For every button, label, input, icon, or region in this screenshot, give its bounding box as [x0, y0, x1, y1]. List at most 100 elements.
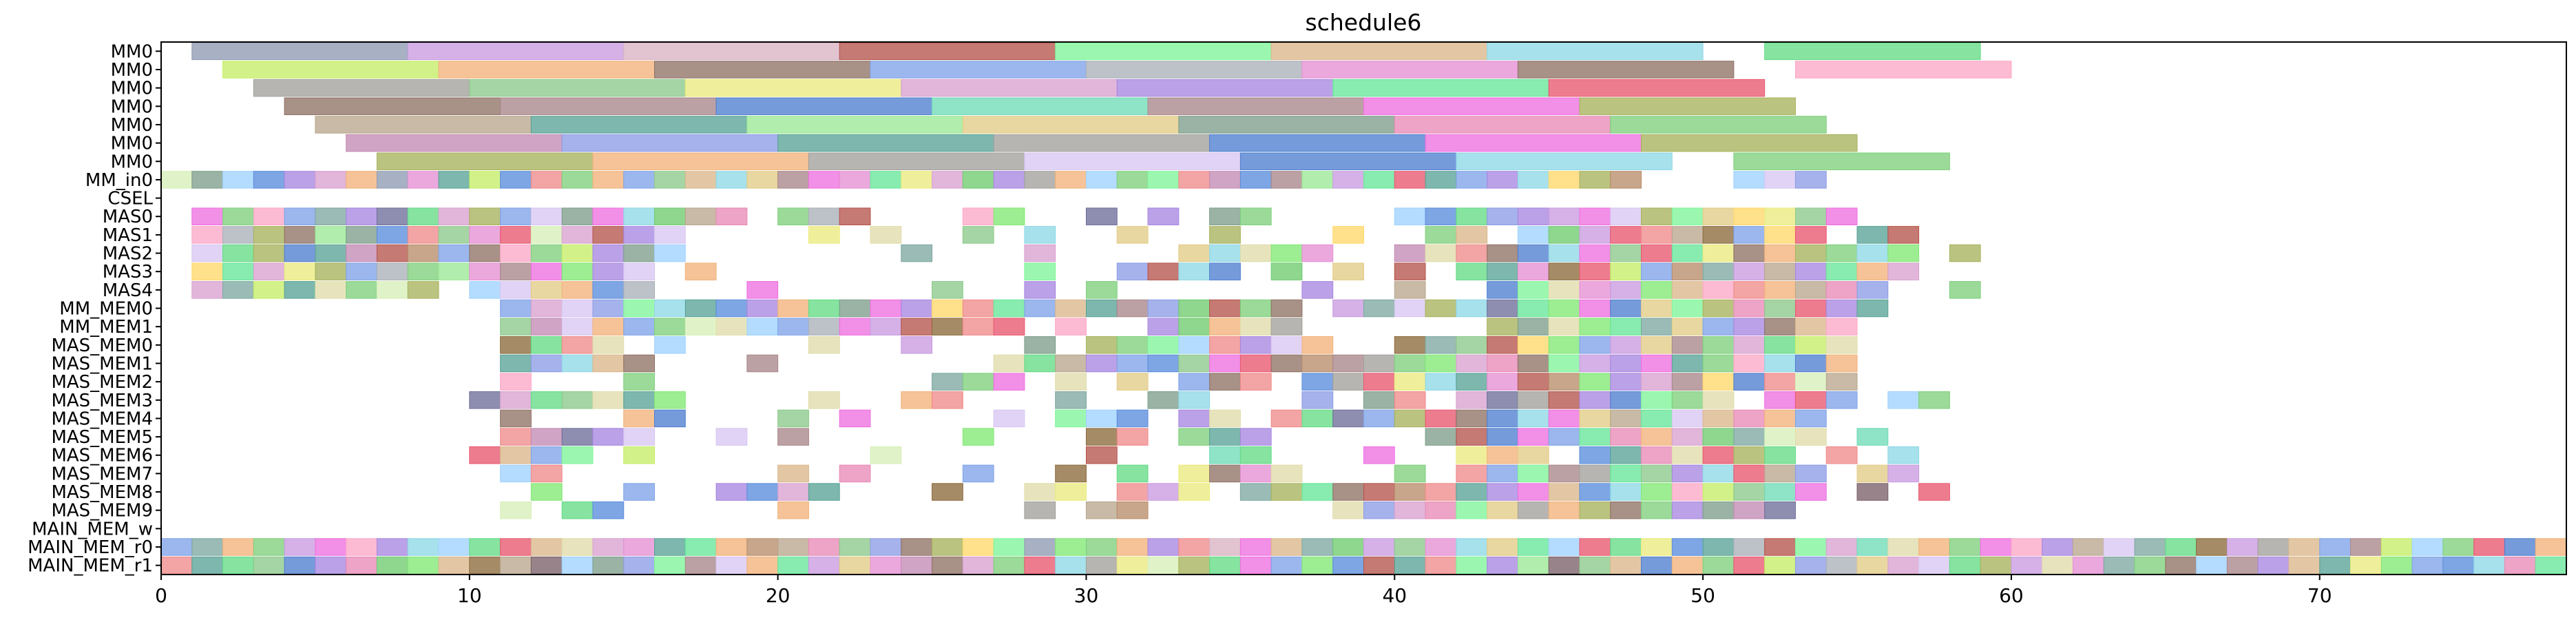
task-bar — [1456, 464, 1488, 483]
task-bar — [1610, 501, 1642, 519]
task-bar — [1209, 244, 1241, 262]
x-tick-label: 30 — [1074, 584, 1099, 607]
task-bar — [715, 538, 748, 556]
task-bar — [1270, 336, 1303, 354]
task-bar — [1394, 281, 1426, 299]
task-bar — [1702, 354, 1735, 373]
task-bar — [1579, 483, 1611, 501]
task-bar — [222, 556, 254, 575]
task-bar — [1641, 409, 1673, 428]
task-bar — [901, 538, 933, 556]
task-bar — [870, 299, 902, 318]
task-bar — [284, 226, 316, 244]
task-bar — [2257, 556, 2290, 575]
task-bar — [222, 226, 254, 244]
task-bar — [684, 299, 717, 318]
task-bar — [1456, 556, 1488, 575]
task-bar — [1641, 207, 1673, 225]
task-bar — [2411, 556, 2444, 575]
task-bar — [1363, 171, 1395, 189]
task-bar — [870, 556, 902, 575]
task-bar — [1856, 538, 1889, 556]
task-bar — [715, 299, 748, 318]
task-bar — [500, 299, 532, 318]
task-bar — [346, 134, 563, 152]
task-bar — [1671, 428, 1704, 446]
task-bar — [1517, 354, 1549, 373]
task-bar — [1794, 281, 1827, 299]
task-bar — [1301, 483, 1334, 501]
task-bar — [1517, 556, 1549, 575]
task-bar — [932, 391, 963, 409]
task-bar — [1733, 446, 1766, 464]
task-bar — [1579, 262, 1611, 280]
task-bar — [1425, 373, 1457, 391]
task-bar — [1209, 446, 1241, 464]
task-bar — [1579, 538, 1611, 556]
task-bar — [1394, 483, 1426, 501]
task-bar — [932, 318, 963, 335]
task-bar — [1456, 354, 1488, 373]
task-bar — [1178, 336, 1211, 354]
task-bar — [623, 281, 656, 299]
task-bar — [1332, 354, 1364, 373]
task-bar — [1270, 244, 1303, 262]
task-bar — [1764, 428, 1796, 446]
task-bar — [1548, 501, 1580, 519]
task-bar — [1610, 556, 1642, 575]
task-bar — [1085, 501, 1118, 519]
task-bar — [993, 373, 1025, 391]
task-bar — [1887, 556, 1920, 575]
y-tick-label: MM0 — [111, 134, 153, 154]
task-bar — [1610, 207, 1642, 225]
task-bar — [1024, 501, 1056, 519]
task-bar — [962, 207, 994, 225]
task-bar — [1147, 336, 1180, 354]
task-bar — [1517, 262, 1549, 280]
task-bar — [839, 318, 871, 335]
task-bar — [1702, 281, 1735, 299]
task-bar — [1794, 464, 1827, 483]
task-bar — [1702, 538, 1735, 556]
chart-title: schedule6 — [1306, 9, 1422, 36]
task-bar — [962, 556, 994, 575]
task-bar — [1671, 299, 1704, 318]
task-bar — [839, 464, 871, 483]
task-bar — [1301, 556, 1334, 575]
task-bar — [1641, 262, 1673, 280]
task-bar — [1517, 61, 1735, 79]
task-bar — [1671, 244, 1704, 262]
task-bar — [1456, 226, 1488, 244]
x-axis-ticks: 0 10 20 30 40 50 60 70 — [155, 575, 2332, 607]
task-bar — [1733, 318, 1766, 335]
task-bar — [592, 281, 625, 299]
task-bar — [654, 226, 686, 244]
x-tick-label: 60 — [1999, 584, 2024, 607]
task-bar — [1548, 226, 1580, 244]
task-bar — [1548, 538, 1580, 556]
task-bar — [993, 318, 1025, 335]
task-bar — [469, 79, 686, 97]
task-bar — [438, 226, 470, 244]
task-bar — [1764, 464, 1796, 483]
y-tick-label: MAS_MEM3 — [51, 391, 153, 411]
task-bar — [2165, 538, 2197, 556]
task-bar — [1055, 373, 1087, 391]
task-bar — [561, 428, 594, 446]
task-bar — [623, 262, 656, 280]
task-bar — [469, 446, 501, 464]
task-bar — [1425, 354, 1457, 373]
task-bar — [808, 171, 840, 189]
task-bar — [376, 262, 408, 280]
task-bar — [654, 207, 686, 225]
task-bar — [1116, 428, 1149, 446]
task-bar — [1209, 336, 1241, 354]
task-bar — [222, 207, 254, 225]
task-bar — [1579, 446, 1611, 464]
task-bar — [1178, 556, 1211, 575]
task-bar — [530, 336, 563, 354]
task-bar — [1733, 464, 1766, 483]
task-bar — [1918, 483, 1950, 501]
task-bar — [1517, 171, 1549, 189]
task-bar — [1425, 538, 1457, 556]
